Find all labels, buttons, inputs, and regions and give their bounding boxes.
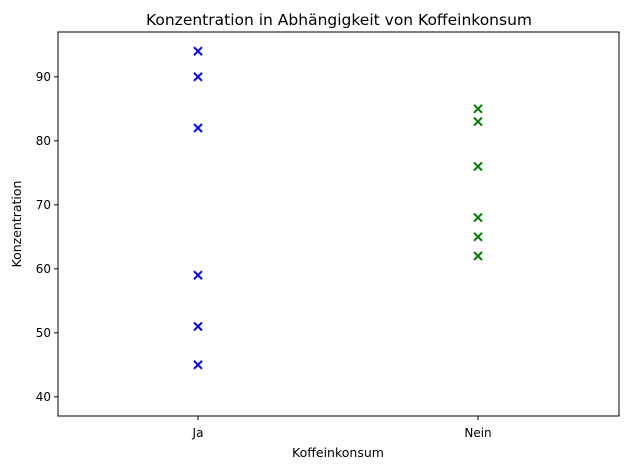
data-point-nein bbox=[473, 212, 483, 223]
data-point-nein bbox=[473, 104, 483, 114]
y-tick-label: 40 bbox=[36, 390, 51, 404]
plot-frame bbox=[57, 31, 620, 417]
data-point-nein bbox=[473, 116, 483, 127]
y-tick-label: 50 bbox=[36, 326, 51, 340]
y-tick-label: 70 bbox=[36, 198, 51, 212]
y-axis-label: Konzentration bbox=[9, 181, 24, 268]
x-axis-label: Koffeinkonsum bbox=[292, 445, 384, 460]
data-point-nein bbox=[473, 161, 483, 172]
y-axis-ticks: 40 50 60 70 80 90 bbox=[36, 70, 58, 404]
x-axis-ticks: Ja Nein bbox=[192, 416, 492, 440]
y-tick-label: 60 bbox=[36, 262, 51, 276]
data-point-nein bbox=[473, 232, 483, 242]
x-tick-label: Nein bbox=[464, 426, 491, 440]
data-point-ja bbox=[193, 321, 203, 332]
data-markers bbox=[193, 46, 483, 370]
data-point-ja bbox=[193, 46, 203, 56]
data-point-ja bbox=[193, 360, 203, 370]
data-point-ja bbox=[193, 72, 203, 82]
data-point-ja bbox=[193, 270, 203, 280]
data-point-nein bbox=[473, 251, 483, 261]
x-tick-label: Ja bbox=[192, 426, 204, 440]
data-point-ja bbox=[193, 123, 203, 133]
y-tick-label: 80 bbox=[36, 134, 51, 148]
chart-title: Konzentration in Abhängigkeit von Koffei… bbox=[146, 11, 532, 29]
y-tick-label: 90 bbox=[36, 70, 51, 84]
